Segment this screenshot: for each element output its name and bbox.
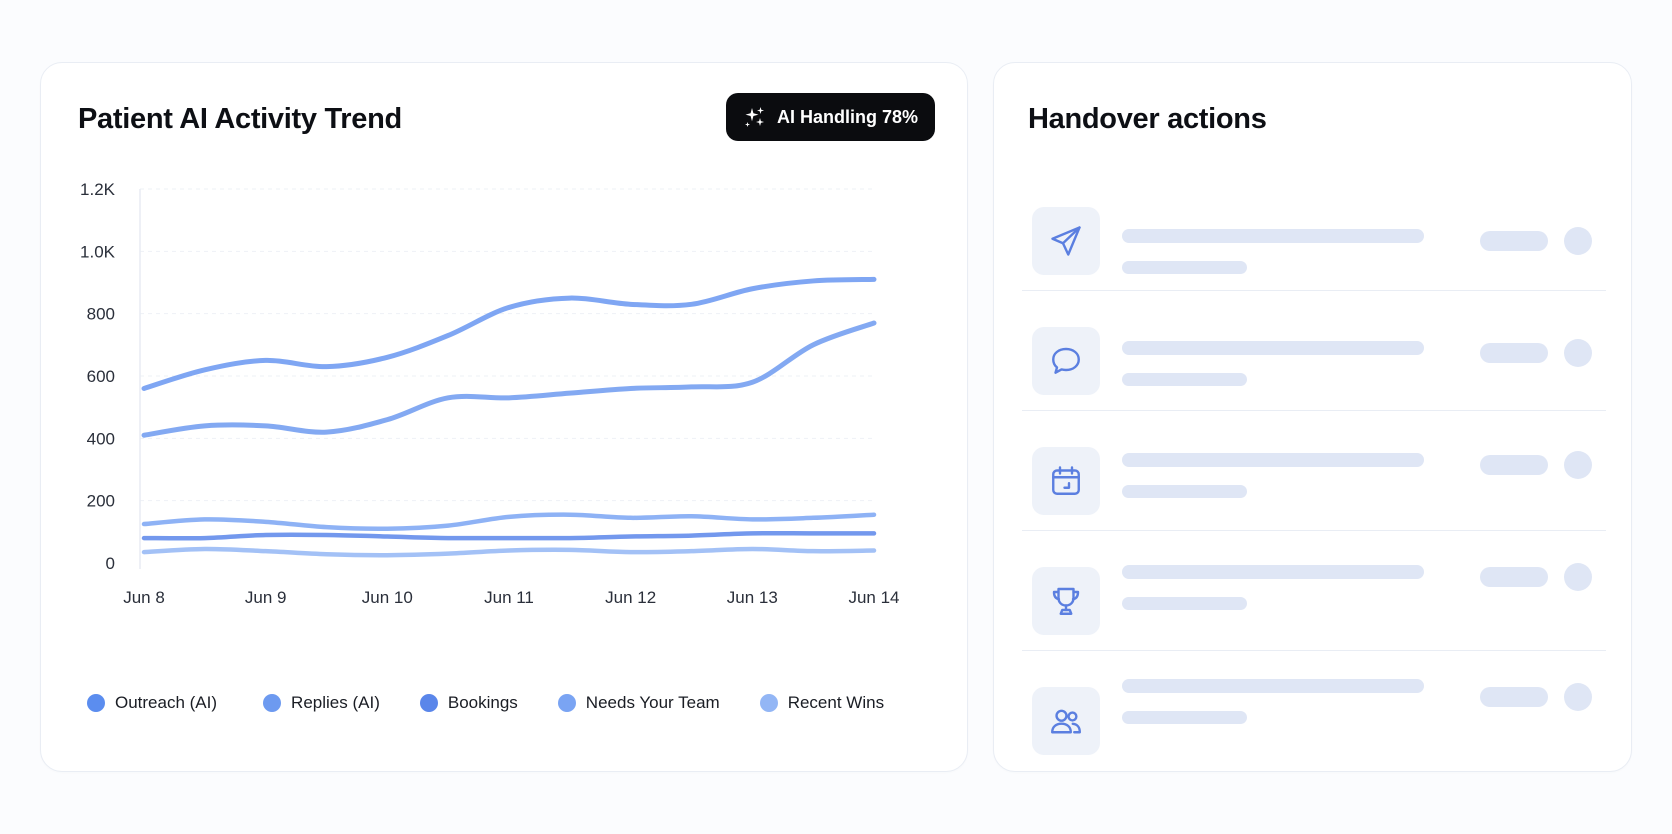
trophy-icon [1052,587,1080,615]
y-tick-label: 400 [87,429,115,448]
handover-item-chat[interactable] [1022,291,1606,411]
legend-label: Replies (AI) [291,693,380,712]
skeleton-title [1122,229,1424,243]
series-line-recent-wins [141,546,877,558]
legend-label: Outreach (AI) [115,693,218,712]
series-line-replies-ai [141,320,877,438]
skeleton-subtitle [1122,373,1247,386]
legend-label: Recent Wins [787,693,885,712]
skeleton-title [1122,565,1424,579]
calendar-icon [1052,466,1080,495]
skeleton-title [1122,679,1424,693]
legend-swatch [263,694,282,712]
legend-item[interactable]: Replies (AI) [263,693,380,713]
skeleton-subtitle [1122,597,1247,610]
legend-item[interactable]: Recent Wins [759,693,885,713]
handover-item-trophy[interactable] [1022,531,1606,651]
icon-tile [1032,687,1100,755]
y-tick-label: 0 [106,554,115,573]
handover-actions-card: Handover actions [993,62,1632,772]
chat-bubble-icon [1052,347,1080,374]
sparkles-icon [744,107,764,127]
legend-swatch [557,694,576,712]
skeleton-avatar [1564,227,1592,255]
handover-item-send[interactable] [1022,171,1606,291]
skeleton-pill [1480,343,1548,363]
series-line-bookings [141,530,877,541]
skeleton-pill [1480,687,1548,707]
x-tick-label: Jun 12 [605,588,656,607]
icon-tile [1032,567,1100,635]
skeleton-pill [1480,567,1548,587]
legend-item[interactable]: Bookings [419,693,518,713]
y-tick-label: 600 [87,367,115,386]
activity-trend-chart: 0 200 400 600 800 1.0K 1.2K Jun 8 Jun 9 Jun 10 Jun… [80,180,900,607]
skeleton-avatar [1564,563,1592,591]
y-tick-label: 200 [87,492,115,511]
ai-handling-label: AI Handling 78% [776,106,919,127]
skeleton-subtitle [1122,485,1247,498]
skeleton-avatar [1564,339,1592,367]
x-tick-label: Jun 8 [123,588,165,607]
legend-label: Needs Your Team [585,693,720,712]
chart-legend: Outreach (AI) Replies (AI) Bookings Needs Y… [87,693,884,713]
legend-item[interactable]: Needs Your Team [557,693,720,713]
handover-card-title: Handover actions [1028,103,1267,135]
y-tick-label: 1.0K [80,242,116,261]
legend-swatch [759,694,778,712]
handover-item-calendar[interactable] [1022,411,1606,531]
x-tick-label: Jun 11 [484,588,534,607]
icon-tile [1032,447,1100,515]
icon-tile [1032,327,1100,395]
legend-label: Bookings [447,693,518,712]
ai-handling-badge[interactable]: AI Handling 78% [726,93,935,141]
series-line-needs-your-team [141,512,877,532]
x-tick-label: Jun 13 [727,588,778,607]
legend-swatch [87,694,105,712]
send-icon [1051,226,1081,256]
skeleton-title [1122,453,1424,467]
skeleton-subtitle [1122,261,1247,274]
skeleton-pill [1480,231,1548,251]
legend-swatch [419,694,438,712]
legend-item[interactable]: Outreach (AI) [87,693,217,713]
activity-trend-card: 0 200 400 600 800 1.0K 1.2K Jun 8 Jun 9 Jun 10 Jun… [40,62,968,772]
handover-item-users[interactable] [1022,651,1606,771]
users-icon [1051,709,1081,734]
icon-tile [1032,207,1100,275]
skeleton-pill [1480,455,1548,475]
x-tick-label: Jun 10 [362,588,413,607]
y-tick-label: 800 [87,305,115,324]
skeleton-avatar [1564,451,1592,479]
skeleton-avatar [1564,683,1592,711]
y-tick-label: 1.2K [80,180,116,199]
x-tick-label: Jun 14 [848,588,899,607]
skeleton-title [1122,341,1424,355]
skeleton-subtitle [1122,711,1247,724]
x-tick-label: Jun 9 [245,588,287,607]
series-line-outreach-ai [141,276,877,391]
handover-list [1022,171,1606,771]
chart-card-title: Patient AI Activity Trend [78,103,402,135]
